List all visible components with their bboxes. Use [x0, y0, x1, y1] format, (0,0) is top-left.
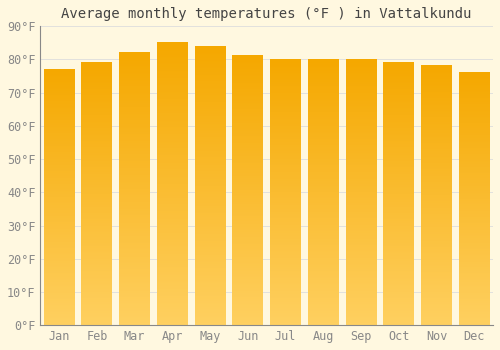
Title: Average monthly temperatures (°F ) in Vattalkundu: Average monthly temperatures (°F ) in Va…	[62, 7, 472, 21]
